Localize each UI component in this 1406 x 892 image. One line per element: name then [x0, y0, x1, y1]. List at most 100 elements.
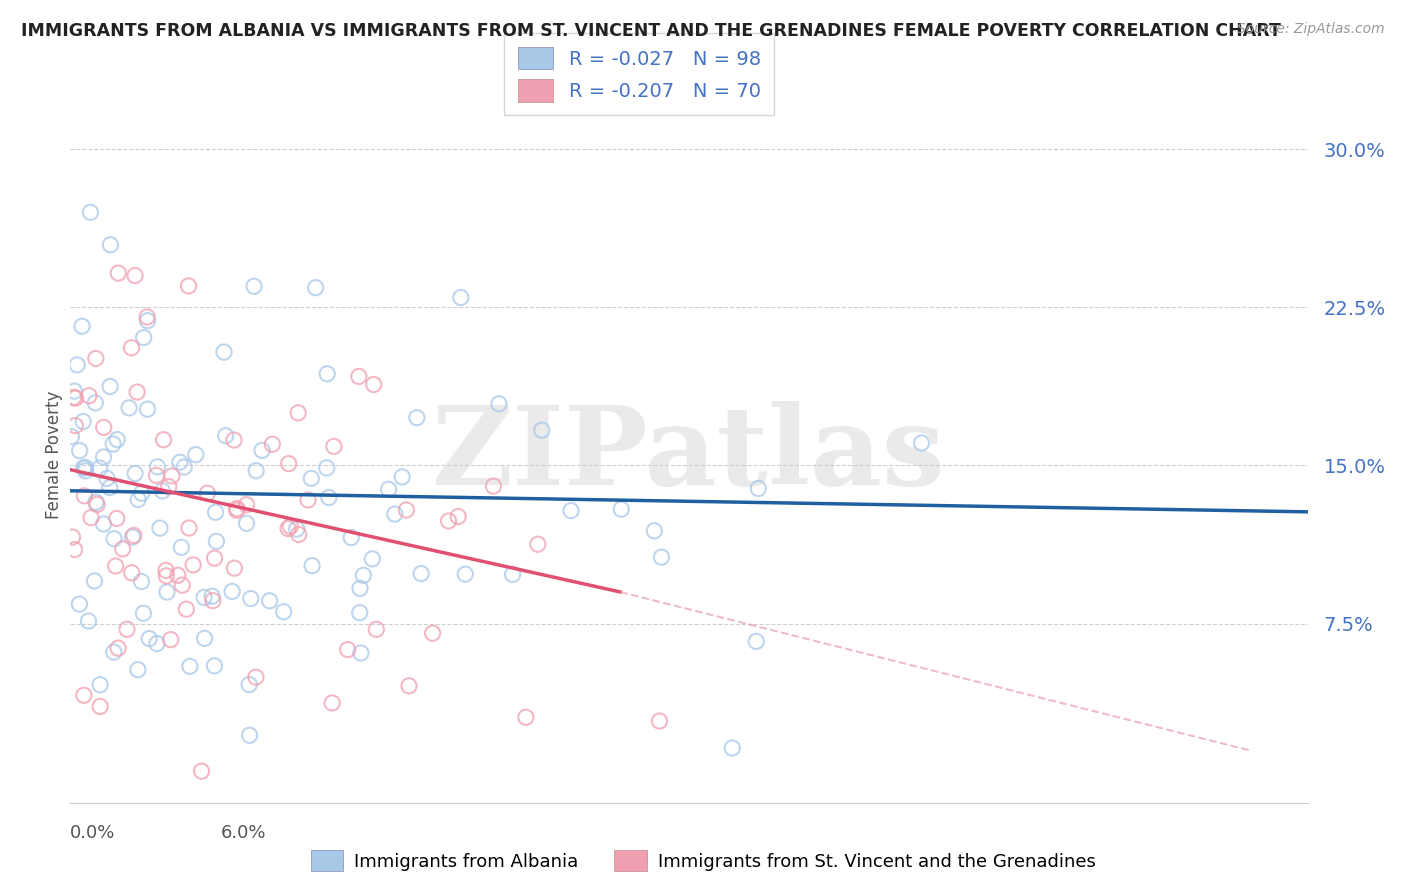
Point: [127, 663, 149, 677]
Point: [304, 280, 326, 294]
Point: [93, 450, 115, 464]
Point: [62, 391, 84, 405]
Point: [482, 479, 505, 493]
Point: [136, 310, 159, 324]
Point: [157, 480, 180, 494]
Point: [405, 410, 427, 425]
Point: [173, 460, 195, 475]
Point: [77, 389, 100, 403]
Point: [149, 521, 172, 535]
Point: [73, 688, 96, 702]
Point: [111, 541, 134, 556]
Point: [100, 237, 122, 252]
Point: [115, 622, 138, 636]
Point: [745, 634, 768, 648]
Point: [747, 482, 769, 496]
Point: [132, 330, 155, 344]
Point: [201, 589, 224, 603]
Point: [75, 464, 97, 478]
Point: [105, 511, 128, 525]
Point: [322, 439, 344, 453]
Point: [280, 519, 302, 533]
Point: [361, 551, 384, 566]
Point: [398, 679, 420, 693]
Point: [224, 561, 246, 575]
Point: [169, 455, 191, 469]
Point: [411, 566, 433, 581]
Point: [177, 521, 200, 535]
Point: [136, 314, 159, 328]
Point: [184, 448, 207, 462]
Point: [98, 379, 121, 393]
Point: [285, 522, 308, 536]
Point: [530, 423, 553, 437]
Point: [488, 397, 510, 411]
Point: [235, 498, 257, 512]
Point: [610, 502, 633, 516]
Point: [136, 402, 159, 417]
Point: [84, 396, 107, 410]
Point: [67, 597, 90, 611]
Text: 6.0%: 6.0%: [221, 823, 267, 842]
Point: [98, 481, 121, 495]
Point: [201, 593, 224, 607]
Point: [262, 437, 284, 451]
Point: [93, 516, 115, 531]
Point: [299, 471, 322, 485]
Y-axis label: Female Poverty: Female Poverty: [45, 391, 63, 519]
Point: [910, 436, 932, 450]
Point: [89, 678, 111, 692]
Point: [93, 420, 115, 434]
Point: [77, 614, 100, 628]
Point: [391, 470, 413, 484]
Point: [277, 457, 299, 471]
Point: [86, 497, 108, 511]
Point: [156, 585, 179, 599]
Point: [193, 632, 215, 646]
Point: [350, 646, 373, 660]
Point: [222, 433, 245, 447]
Point: [121, 341, 143, 355]
Point: [347, 369, 370, 384]
Point: [437, 514, 460, 528]
Legend: Immigrants from Albania, Immigrants from St. Vincent and the Grenadines: Immigrants from Albania, Immigrants from…: [304, 843, 1102, 879]
Point: [450, 291, 472, 305]
Point: [650, 550, 672, 565]
Point: [155, 569, 177, 583]
Point: [363, 377, 385, 392]
Point: [225, 503, 247, 517]
Point: [75, 460, 97, 475]
Point: [69, 443, 91, 458]
Point: [245, 670, 267, 684]
Point: [65, 418, 87, 433]
Point: [63, 384, 86, 398]
Point: [70, 319, 93, 334]
Point: [103, 645, 125, 659]
Point: [170, 541, 193, 555]
Point: [62, 530, 84, 544]
Point: [124, 467, 146, 481]
Point: [197, 486, 219, 500]
Point: [107, 641, 129, 656]
Point: [121, 530, 143, 544]
Point: [84, 495, 107, 509]
Point: [155, 563, 177, 577]
Point: [101, 437, 124, 451]
Point: [384, 507, 406, 521]
Point: [152, 483, 174, 498]
Point: [366, 622, 388, 636]
Text: ZIPatlas: ZIPatlas: [432, 401, 946, 508]
Point: [160, 469, 183, 483]
Point: [138, 632, 160, 646]
Point: [83, 574, 105, 588]
Point: [515, 710, 537, 724]
Point: [287, 406, 309, 420]
Point: [132, 607, 155, 621]
Point: [72, 460, 94, 475]
Point: [447, 509, 470, 524]
Point: [204, 658, 226, 673]
Text: Source: ZipAtlas.com: Source: ZipAtlas.com: [1237, 22, 1385, 37]
Point: [243, 279, 266, 293]
Point: [422, 626, 444, 640]
Point: [177, 279, 200, 293]
